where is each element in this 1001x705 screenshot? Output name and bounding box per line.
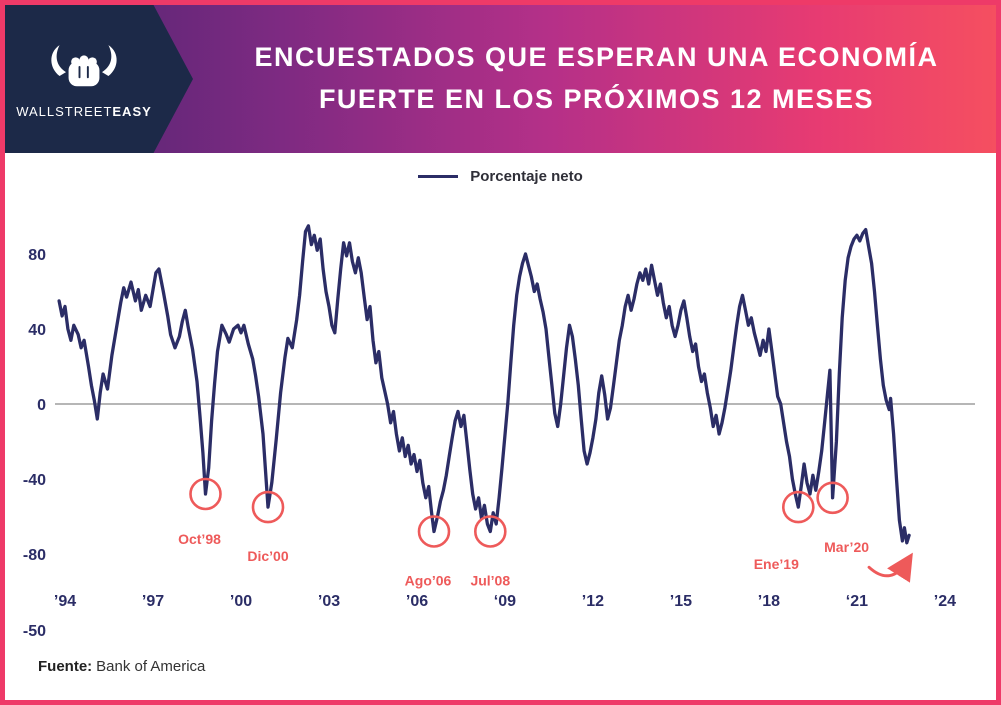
x-axis-label: ’00 xyxy=(230,593,252,610)
annotation-label: Dic’00 xyxy=(247,548,288,564)
annotation-circle xyxy=(473,515,507,548)
annotation-circle xyxy=(189,477,222,511)
brand-name-bold: EASY xyxy=(112,103,152,119)
brand-panel: WALLSTREETEASY xyxy=(5,5,193,153)
x-axis-label: ’12 xyxy=(582,593,604,610)
y-axis-label: -40 xyxy=(23,472,46,489)
legend-line-icon xyxy=(418,175,459,178)
annotation-circle xyxy=(781,490,815,524)
y-axis-label: 80 xyxy=(28,247,46,264)
data-line-porcentaje-neto xyxy=(57,224,911,545)
page-title: ENCUESTADOS QUE ESPERAN UNA ECONOMÍA FUE… xyxy=(197,5,996,153)
y-axis-label: 40 xyxy=(28,322,46,339)
header-banner: WALLSTREETEASY ENCUESTADOS QUE ESPERAN U… xyxy=(5,5,996,153)
trend-arrow-icon xyxy=(867,552,913,583)
source-value: Bank of America xyxy=(96,658,206,675)
legend-label: Porcentaje neto xyxy=(470,168,583,185)
annotation-label: Mar’20 xyxy=(824,539,869,555)
x-axis-label: ’06 xyxy=(406,593,428,610)
annotation-circle xyxy=(816,481,849,515)
brand-name: WALLSTREETEASY xyxy=(16,104,152,119)
page-title-line2: FUERTE EN LOS PRÓXIMOS 12 MESES xyxy=(318,84,875,114)
bull-logo-icon xyxy=(51,44,117,86)
page-title-line1: ENCUESTADOS QUE ESPERAN UNA ECONOMÍA xyxy=(254,42,939,73)
brand-name-light: WALLSTREET xyxy=(16,103,113,119)
annotation-label: Jul’08 xyxy=(470,573,510,589)
source-note: Fuente: Bank of America xyxy=(38,658,205,675)
x-axis-label: ‘09 xyxy=(494,593,516,610)
x-axis-label: ’94 xyxy=(54,593,76,610)
x-axis-label: ’18 xyxy=(758,593,780,610)
x-axis-label: ’15 xyxy=(670,593,692,610)
annotation-circle xyxy=(417,515,451,548)
y-axis-extra-label: -50 xyxy=(23,623,46,640)
y-axis-label: -80 xyxy=(23,547,46,564)
annotation-label: Ene’19 xyxy=(754,556,799,572)
y-axis-label: 0 xyxy=(37,397,46,414)
x-axis-label: ’03 xyxy=(318,593,340,610)
x-axis-label: ‘21 xyxy=(846,593,868,610)
x-axis-label: ’24 xyxy=(934,593,956,610)
source-label: Fuente: xyxy=(38,658,93,675)
annotation-label: Oct’98 xyxy=(178,531,221,547)
annotation-label: Ago’06 xyxy=(405,573,452,589)
chart-legend: Porcentaje neto xyxy=(0,168,1001,185)
annotation-circle xyxy=(251,490,285,524)
x-axis-label: ’97 xyxy=(142,593,164,610)
